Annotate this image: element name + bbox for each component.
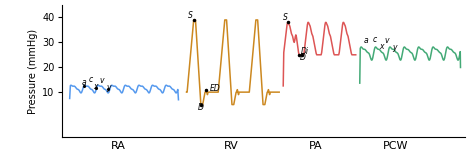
Text: PCW: PCW <box>383 141 409 151</box>
Text: a: a <box>364 36 368 45</box>
Text: D: D <box>300 53 306 62</box>
Text: D: D <box>198 103 204 112</box>
Text: RA: RA <box>110 141 126 151</box>
Y-axis label: Pressure (mmHg): Pressure (mmHg) <box>28 28 38 114</box>
Text: x: x <box>379 42 383 51</box>
Text: x: x <box>94 82 98 91</box>
Text: c: c <box>89 75 93 84</box>
Text: y: y <box>392 43 396 52</box>
Text: v: v <box>100 76 104 86</box>
Text: a: a <box>82 78 86 87</box>
Text: S: S <box>283 13 288 22</box>
Text: RV: RV <box>223 141 238 151</box>
Text: ED: ED <box>210 84 220 93</box>
Text: Di: Di <box>301 47 309 56</box>
Text: v: v <box>384 36 389 45</box>
Text: S: S <box>188 11 193 20</box>
Text: PA: PA <box>309 141 322 151</box>
Text: c: c <box>373 35 377 44</box>
Text: y: y <box>106 83 110 92</box>
